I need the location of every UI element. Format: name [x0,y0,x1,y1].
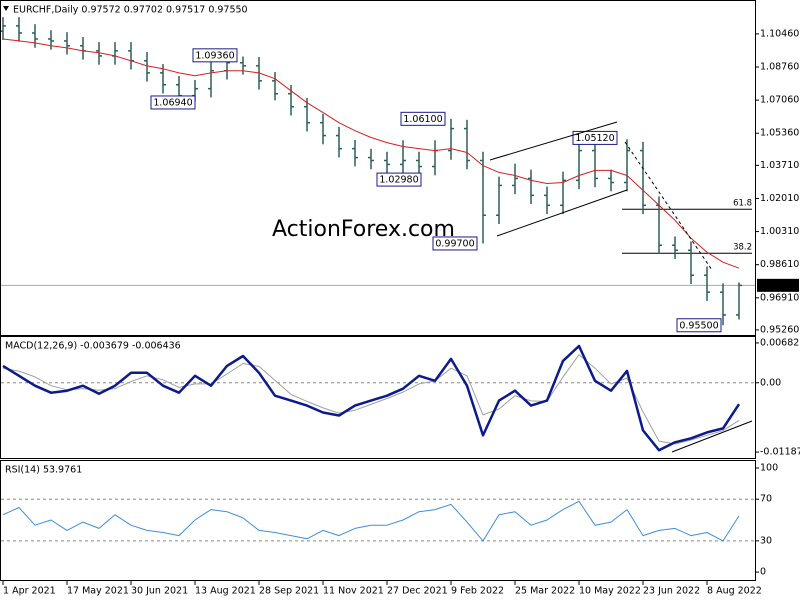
price-label-box [192,48,238,63]
y-tick-label: 1.00310 [760,226,799,237]
fib-label: 38.2 [733,243,752,253]
channel-lower [496,189,628,237]
y-tick-label: 1.03710 [760,160,799,171]
panel-title: RSI(14) 53.9761 [5,465,82,476]
x-tick-label: 10 May 2022 [579,586,641,597]
x-tick-label: 25 Mar 2022 [515,586,575,597]
y-tick-label: 70 [760,494,772,505]
price-label-box [572,130,618,145]
menu-triangle [3,6,9,11]
y-tick-label: 100 [760,462,778,473]
y-tick-label: 0.95260 [760,324,799,335]
y-tick-label: 1.08760 [760,62,799,73]
x-tick-label: 28 Sep 2021 [259,586,319,597]
plot-layer: EURCHF,Daily 0.97572 0.97702 0.97517 0.9… [0,5,800,597]
price-label-box [400,111,446,126]
last-price-box [757,278,799,292]
x-tick-label: 30 Jun 2021 [131,586,188,597]
price-panel-frame [0,0,756,336]
last-price-label: 0.97550 [760,280,799,291]
indicator-line [2,344,741,452]
price-label: 1.06940 [153,97,192,108]
price-label: 1.09360 [195,50,234,61]
x-tick-label: 17 May 2021 [67,586,129,597]
y-tick-label: 30 [760,535,772,546]
channel-upper [489,121,618,161]
y-tick-label: 1.07060 [760,95,799,106]
x-tick-label: 1 Apr 2021 [3,586,56,597]
price-label-box [432,236,478,251]
y-tick-label: 1.02010 [760,193,799,204]
x-tick-label: 8 Aug 2022 [707,586,762,597]
y-tick-label: -0.011874 [760,447,800,458]
price-label: 1.06100 [403,114,442,125]
rsi-panel-frame [0,460,756,581]
macd-panel-frame [0,336,756,459]
y-tick-label: 0.00 [760,377,781,388]
x-tick-label: 13 Aug 2021 [195,586,256,597]
y-tick-label: 1.05360 [760,128,799,139]
price-label-box [376,172,422,187]
panel-title: EURCHF,Daily 0.97572 0.97702 0.97517 0.9… [13,5,248,16]
x-tick-label: 27 Dec 2021 [387,586,448,597]
x-tick-label: 11 Nov 2021 [323,586,384,597]
price-label: 0.99700 [435,238,474,249]
moving-average [2,38,740,269]
x-tick-label: 9 Feb 2022 [451,586,504,597]
y-tick-label: 0.006823 [760,337,800,348]
price-label: 1.02980 [379,175,418,186]
price-label: 1.05120 [575,133,614,144]
watermark: ActionForex.com [272,217,455,242]
price-label: 0.95500 [679,320,718,331]
trend-line-dashed [624,141,713,271]
macd-trend-line [671,420,753,453]
panel-title: MACD(12,26,9) -0.003679 -0.006436 [5,341,181,352]
x-tick-label: 23 Jun 2022 [643,586,700,597]
price-label-box [150,95,196,110]
fib-label: 61.8 [733,199,752,209]
y-tick-label: 0.96910 [760,292,799,303]
y-tick-label: 0 [760,567,766,578]
indicator-line [2,354,740,445]
indicator-line [2,500,740,542]
y-tick-label: 1.10460 [760,28,799,39]
y-tick-label: 0.98610 [760,259,799,270]
price-label-box [676,318,722,333]
